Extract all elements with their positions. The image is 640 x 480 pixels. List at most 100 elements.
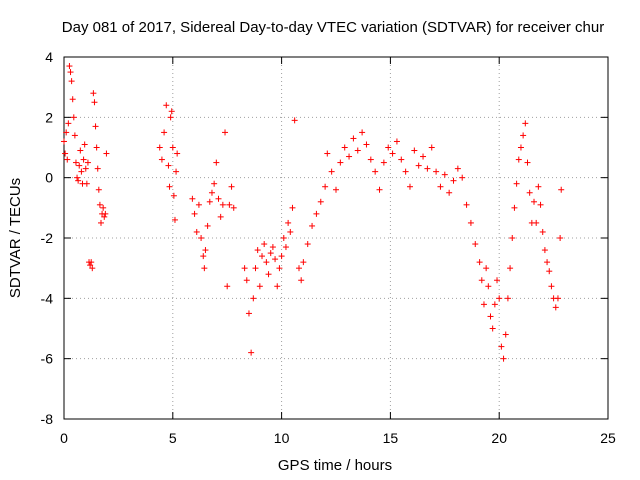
- data-point: [524, 159, 531, 166]
- data-point: [173, 168, 180, 175]
- data-point: [252, 265, 259, 272]
- y-tick-label: 4: [45, 49, 53, 65]
- data-point: [78, 168, 85, 175]
- data-point: [282, 244, 289, 251]
- data-point: [71, 132, 78, 139]
- data-point: [256, 283, 263, 290]
- data-point: [380, 159, 387, 166]
- data-point: [350, 135, 357, 142]
- y-tick-label: -2: [41, 230, 54, 246]
- data-point: [68, 78, 75, 85]
- data-point: [363, 141, 370, 148]
- data-point: [496, 295, 503, 302]
- data-point: [206, 198, 213, 205]
- data-point: [415, 162, 422, 169]
- data-point: [504, 295, 511, 302]
- data-point: [296, 265, 303, 272]
- data-point: [333, 186, 339, 193]
- data-point: [75, 177, 82, 184]
- data-point: [96, 201, 103, 208]
- data-point: [309, 222, 316, 229]
- y-tick-label: -8: [41, 411, 54, 427]
- data-point: [70, 114, 77, 121]
- data-point: [92, 123, 99, 130]
- chart-title: Day 081 of 2017, Sidereal Day-to-day VTE…: [62, 19, 604, 36]
- data-point: [84, 159, 91, 166]
- data-point: [300, 259, 307, 266]
- data-point: [359, 129, 366, 136]
- data-point: [245, 310, 252, 317]
- y-axis-label: SDTVAR / TECUs: [7, 178, 24, 298]
- data-point: [513, 180, 520, 187]
- data-point: [278, 253, 285, 260]
- y-tick-label: -4: [41, 290, 54, 306]
- data-point: [66, 63, 73, 70]
- data-point: [77, 147, 84, 154]
- y-tick-label: 2: [45, 109, 53, 125]
- data-point: [539, 228, 546, 235]
- data-point: [546, 268, 553, 275]
- data-point: [324, 150, 331, 157]
- data-point: [354, 147, 361, 154]
- data-point: [171, 216, 178, 223]
- data-point: [269, 244, 276, 251]
- data-point: [64, 156, 71, 163]
- data-point: [241, 265, 248, 272]
- y-tick-label: -6: [41, 351, 54, 367]
- data-point: [385, 144, 392, 151]
- data-point: [191, 210, 198, 217]
- data-point: [328, 168, 335, 175]
- data-point: [195, 201, 202, 208]
- data-point: [272, 256, 279, 263]
- data-point: [531, 198, 538, 205]
- data-point: [420, 153, 427, 160]
- data-point: [558, 186, 565, 193]
- data-point: [433, 168, 440, 175]
- data-point: [211, 180, 218, 187]
- data-point: [67, 69, 74, 76]
- data-point: [520, 132, 527, 139]
- data-point: [100, 204, 107, 211]
- data-point: [170, 192, 177, 199]
- y-tick-labels: -8 -6 -4 -2 0 2 4: [41, 49, 54, 427]
- data-point: [222, 129, 229, 136]
- x-tick-label: 0: [60, 430, 68, 446]
- data-point: [411, 147, 418, 154]
- data-point: [102, 210, 109, 217]
- data-point: [346, 153, 353, 160]
- x-tick-label: 25: [600, 430, 616, 446]
- data-point: [101, 213, 108, 220]
- data-point: [94, 165, 101, 172]
- data-point: [204, 222, 211, 229]
- data-point: [217, 213, 224, 220]
- data-point: [156, 144, 163, 151]
- data-point: [437, 183, 444, 190]
- data-point: [507, 265, 514, 272]
- data-point: [81, 141, 88, 148]
- data-point: [63, 129, 70, 136]
- data-point: [313, 210, 320, 217]
- data-point: [280, 235, 287, 241]
- data-point: [554, 295, 561, 302]
- data-point: [533, 219, 540, 226]
- data-point: [317, 198, 324, 205]
- data-point: [494, 277, 501, 284]
- data-point: [389, 150, 396, 157]
- data-point: [198, 235, 205, 241]
- data-point: [74, 174, 81, 181]
- data-point: [285, 219, 292, 226]
- data-point: [174, 150, 181, 157]
- data-point: [483, 265, 490, 272]
- data-point: [476, 259, 483, 266]
- data-point: [166, 183, 173, 190]
- data-point: [274, 283, 281, 290]
- data-point: [228, 183, 235, 190]
- data-point: [230, 204, 237, 211]
- x-tick-label: 20: [491, 430, 507, 446]
- data-point: [250, 295, 257, 302]
- data-point: [248, 349, 255, 356]
- x-tick-label: 5: [169, 430, 177, 446]
- data-point: [80, 156, 87, 163]
- data-point: [341, 144, 348, 151]
- data-point: [500, 355, 507, 362]
